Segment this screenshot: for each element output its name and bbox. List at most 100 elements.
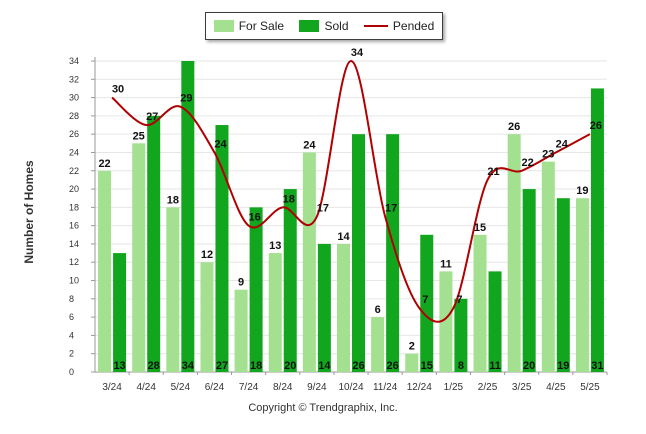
x-tick-label: 1/25 [444,382,464,393]
bar-for-sale [405,353,419,372]
y-tick-label: 4 [69,330,74,340]
y-tick-label: 32 [69,74,79,84]
bar-sold [352,134,365,372]
data-label-pended: 17 [385,203,397,215]
legend-label-for-sale: For Sale [238,19,285,33]
legend-swatch-pended [363,25,388,27]
x-tick-label: 5/24 [171,382,191,393]
bar-sold [113,253,127,372]
data-label-for-sale: 25 [133,130,145,142]
bar-for-sale [541,161,555,372]
legend-item-sold: Sold [299,19,349,33]
bar-for-sale [337,243,350,372]
bar-sold [181,61,195,372]
x-tick-label: 6/24 [205,382,225,393]
bar-sold [590,88,604,373]
bar-for-sale [268,253,282,372]
data-label-for-sale: 24 [303,139,316,151]
legend: For Sale Sold Pended [205,12,443,40]
data-label-sold: 27 [216,360,228,372]
legend-item-pended: Pended [363,19,434,33]
data-label-pended: 16 [248,212,260,224]
data-label-pended: 7 [456,294,462,306]
bar-sold [386,134,400,372]
bar-sold [488,271,502,372]
data-label-for-sale: 19 [576,185,588,197]
data-label-pended: 17 [317,203,329,215]
bar-sold [317,243,331,372]
line-pended [111,59,591,323]
data-label-pended: 30 [112,84,124,96]
copyright: Copyright © Trendgraphix, Inc. [248,402,398,414]
data-label-sold: 18 [250,360,262,372]
bar-for-sale [575,198,589,372]
data-label-sold: 8 [458,360,464,372]
bar-sold [147,115,161,372]
y-tick-label: 12 [69,257,79,267]
x-tick-label: 4/24 [136,382,156,393]
y-tick-label: 16 [69,221,79,231]
data-label-pended: 18 [283,193,295,205]
bar-for-sale [302,152,316,372]
data-label-pended: 34 [351,47,364,59]
data-label-for-sale: 18 [167,194,179,206]
bar-for-sale [439,271,453,372]
y-tick-label: 30 [69,93,79,103]
data-label-pended: 22 [522,157,534,169]
legend-item-for-sale: For Sale [213,19,285,33]
data-label-sold: 14 [318,360,331,372]
x-tick-label: 3/24 [102,382,122,393]
y-tick-label: 20 [69,184,79,194]
bar-sold [454,298,468,372]
bar-for-sale [98,170,112,372]
bar-for-sale [473,234,487,372]
data-label-for-sale: 22 [98,158,110,170]
bar-for-sale [166,207,180,372]
bar-for-sale [200,262,214,372]
x-tick-label: 2/25 [478,382,498,393]
x-tick-label: 8/24 [273,382,293,393]
y-tick-label: 14 [69,239,79,249]
x-tick-label: 12/24 [407,382,432,393]
data-label-for-sale: 26 [508,121,520,133]
data-label-pended: 24 [556,138,569,150]
data-label-sold: 28 [148,360,160,372]
data-label-sold: 34 [182,360,195,372]
bar-sold [420,234,434,372]
data-label-for-sale: 6 [375,304,381,316]
x-tick-label: 5/25 [580,382,600,393]
x-tick-label: 11/24 [373,382,398,393]
data-label-pended: 7 [422,294,428,306]
y-tick-label: 2 [69,349,74,359]
y-tick-label: 28 [69,111,79,121]
bar-sold [249,207,263,372]
y-tick-label: 0 [69,367,74,377]
data-label-for-sale: 15 [474,222,486,234]
data-label-pended: 27 [146,111,158,123]
bar-for-sale [507,134,521,372]
bar-sold [522,189,536,372]
legend-swatch-for-sale [213,20,234,32]
y-tick-label: 34 [69,56,79,66]
data-label-sold: 11 [489,360,501,372]
y-tick-label: 24 [69,147,79,157]
x-tick-label: 4/25 [546,382,566,393]
x-tick-label: 3/25 [512,382,532,393]
data-label-for-sale: 13 [269,240,281,252]
data-label-sold: 20 [284,360,296,372]
data-label-for-sale: 2 [409,341,415,353]
y-tick-label: 22 [69,166,79,176]
y-tick-label: 8 [69,294,74,304]
y-tick-label: 6 [69,312,74,322]
data-label-sold: 13 [113,360,125,372]
legend-label-sold: Sold [324,19,349,33]
bar-sold [556,198,570,372]
data-label-pended: 24 [214,138,227,150]
data-label-pended: 26 [590,120,602,132]
data-label-for-sale: 14 [337,231,350,243]
data-label-pended: 21 [487,166,499,178]
data-label-sold: 15 [421,360,433,372]
bar-sold [215,125,229,372]
